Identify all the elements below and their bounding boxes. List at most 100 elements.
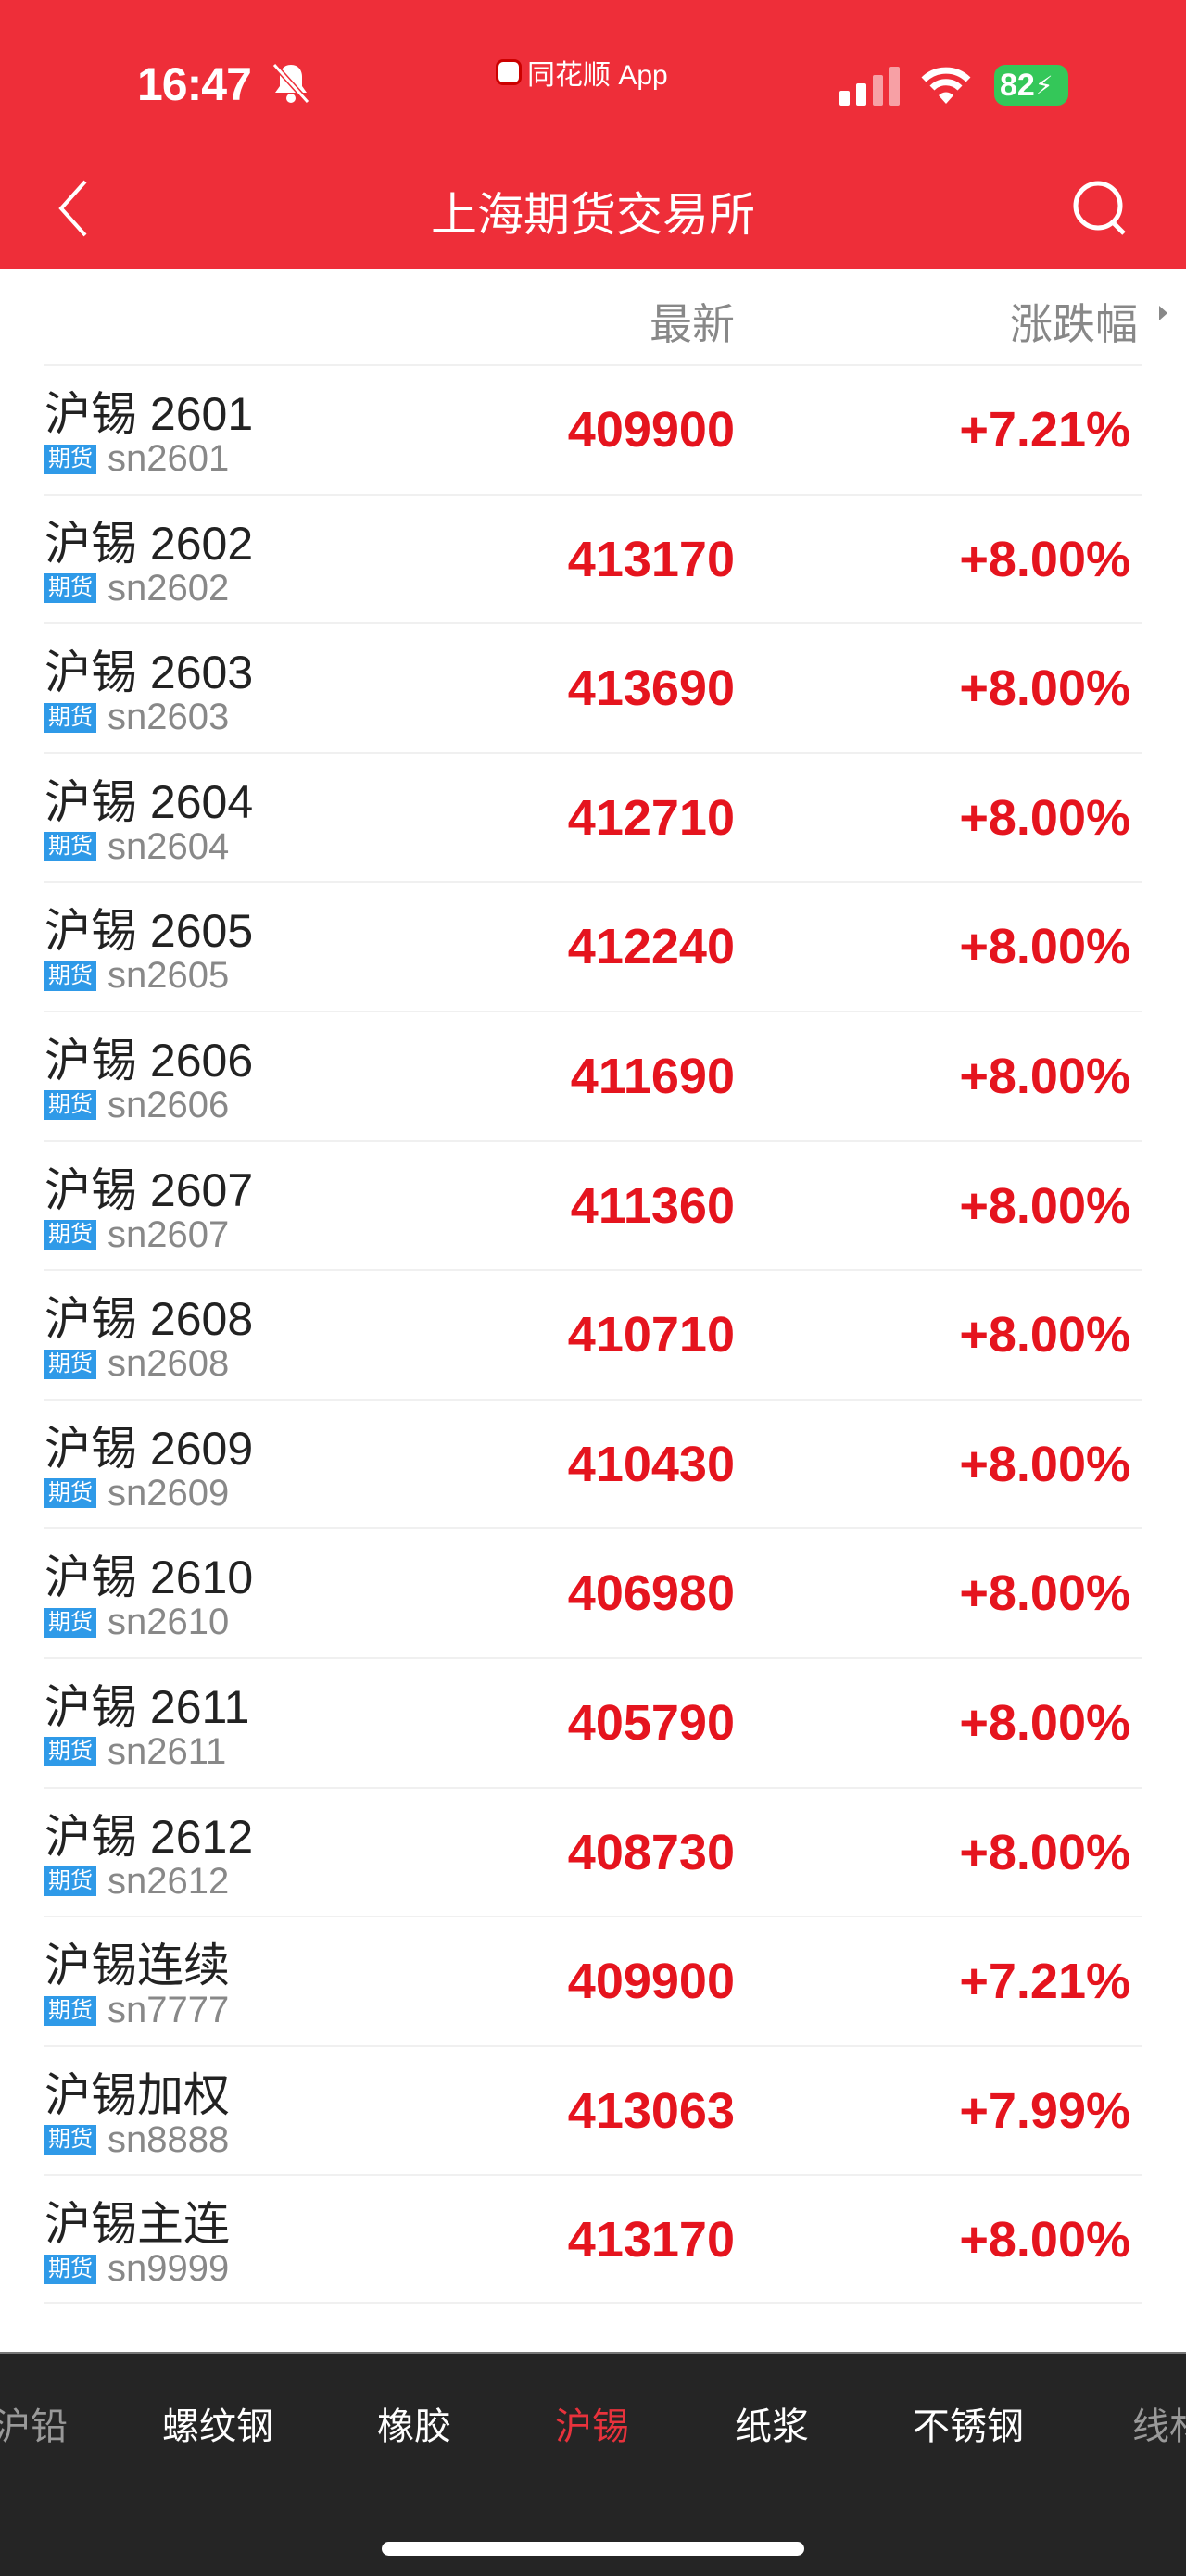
tab-item[interactable]: 线材 bbox=[1132, 2406, 1186, 2447]
table-row[interactable]: 沪锡 2606 期货 sn2606 411690 +8.00% bbox=[44, 1010, 1142, 1140]
contract-code: sn2606 bbox=[107, 1084, 230, 1125]
table-row[interactable]: 沪锡主连 期货 sn9999 413170 +8.00% bbox=[44, 2174, 1142, 2304]
futures-badge: 期货 bbox=[44, 1349, 96, 1379]
table-row[interactable]: 沪锡 2601 期货 sn2601 409900 +7.21% bbox=[44, 364, 1142, 494]
latest-price: 413063 bbox=[567, 2082, 735, 2139]
table-row[interactable]: 沪锡 2603 期货 sn2603 413690 +8.00% bbox=[44, 622, 1142, 752]
change-percent: +8.00% bbox=[959, 919, 1130, 975]
change-percent: +8.00% bbox=[959, 1307, 1130, 1363]
contract-sub: 期货 sn2602 bbox=[44, 568, 229, 609]
contract-code: sn2603 bbox=[107, 697, 230, 738]
home-indicator bbox=[382, 2542, 804, 2556]
change-percent: +8.00% bbox=[959, 1824, 1130, 1880]
latest-price: 412240 bbox=[567, 919, 735, 975]
table-row[interactable]: 沪锡 2608 期货 sn2608 410710 +8.00% bbox=[44, 1269, 1142, 1399]
table-row[interactable]: 沪锡 2605 期货 sn2605 412240 +8.00% bbox=[44, 881, 1142, 1011]
table-row[interactable]: 沪锡加权 期货 sn8888 413063 +7.99% bbox=[44, 2044, 1142, 2175]
contract-code: sn2605 bbox=[107, 955, 230, 997]
column-latest[interactable]: 最新 bbox=[650, 300, 735, 348]
contract-code: sn2602 bbox=[107, 567, 230, 609]
back-to-app[interactable]: 同花顺 App bbox=[496, 52, 668, 93]
futures-badge: 期货 bbox=[44, 444, 96, 474]
latest-price: 410430 bbox=[567, 1436, 735, 1492]
futures-badge: 期货 bbox=[44, 1478, 96, 1509]
column-change[interactable]: 涨跌幅 bbox=[1010, 300, 1138, 348]
contract-code: sn8888 bbox=[107, 2118, 230, 2160]
contract-name: 沪锡 2609 bbox=[44, 1422, 254, 1475]
contract-sub: 期货 sn2606 bbox=[44, 1085, 229, 1126]
change-percent: +8.00% bbox=[959, 1177, 1130, 1234]
contract-code: sn2607 bbox=[107, 1213, 230, 1255]
latest-price: 408730 bbox=[567, 1824, 735, 1880]
back-button[interactable] bbox=[56, 176, 93, 241]
latest-price: 413170 bbox=[567, 531, 735, 587]
change-percent: +7.21% bbox=[959, 1954, 1130, 2010]
tab-item[interactable]: 不锈钢 bbox=[913, 2406, 1024, 2447]
contract-name: 沪锡连续 bbox=[44, 1940, 230, 1992]
contract-sub: 期货 sn2611 bbox=[44, 1731, 226, 1773]
app-name: 同花顺 App bbox=[527, 60, 668, 91]
tab-item[interactable]: 螺纹钢 bbox=[162, 2406, 273, 2447]
contract-list: 沪锡 2601 期货 sn2601 409900 +7.21% 沪锡 2602 期货… bbox=[44, 364, 1142, 2304]
contract-name: 沪锡 2605 bbox=[44, 905, 254, 958]
signal-icon bbox=[839, 67, 900, 106]
change-percent: +8.00% bbox=[959, 1048, 1130, 1104]
contract-code: sn2608 bbox=[107, 1343, 230, 1385]
battery-indicator: 82 ⚡ bbox=[994, 65, 1068, 106]
table-row[interactable]: 沪锡 2602 期货 sn2602 413170 +8.00% bbox=[44, 493, 1142, 623]
table-row[interactable]: 沪锡 2612 期货 sn2612 408730 +8.00% bbox=[44, 1786, 1142, 1916]
change-percent: +8.00% bbox=[959, 531, 1130, 587]
change-percent: +8.00% bbox=[959, 789, 1130, 846]
contract-name: 沪锡 2604 bbox=[44, 775, 254, 828]
contract-sub: 期货 sn2601 bbox=[44, 438, 229, 480]
change-percent: +8.00% bbox=[959, 1565, 1130, 1622]
latest-price: 410710 bbox=[567, 1307, 735, 1363]
contract-sub: 期货 sn2605 bbox=[44, 955, 229, 997]
tab-item[interactable]: 沪铅 bbox=[0, 2406, 68, 2447]
contract-name: 沪锡 2607 bbox=[44, 1163, 254, 1216]
contract-name: 沪锡加权 bbox=[44, 2068, 230, 2121]
contract-sub: 期货 sn8888 bbox=[44, 2119, 229, 2161]
bell-slash-icon bbox=[271, 62, 310, 105]
latest-price: 411690 bbox=[570, 1048, 735, 1104]
change-percent: +7.21% bbox=[959, 402, 1130, 458]
contract-code: sn2611 bbox=[107, 1730, 227, 1772]
search-button[interactable] bbox=[1070, 176, 1129, 241]
caret-right-icon[interactable] bbox=[1159, 306, 1167, 320]
contract-name: 沪锡 2601 bbox=[44, 388, 254, 440]
contract-sub: 期货 sn2607 bbox=[44, 1214, 229, 1256]
tab-item[interactable]: 沪锡 bbox=[555, 2406, 629, 2447]
tab-item[interactable]: 纸浆 bbox=[735, 2406, 809, 2447]
change-percent: +7.99% bbox=[959, 2082, 1130, 2139]
latest-price: 406980 bbox=[567, 1565, 735, 1622]
latest-price: 412710 bbox=[567, 789, 735, 846]
futures-badge: 期货 bbox=[44, 573, 96, 604]
contract-name: 沪锡 2602 bbox=[44, 517, 254, 570]
table-row[interactable]: 沪锡 2611 期货 sn2611 405790 +8.00% bbox=[44, 1656, 1142, 1787]
table-row[interactable]: 沪锡 2610 期货 sn2610 406980 +8.00% bbox=[44, 1527, 1142, 1657]
table-row[interactable]: 沪锡 2609 期货 sn2609 410430 +8.00% bbox=[44, 1398, 1142, 1528]
futures-badge: 期货 bbox=[44, 702, 96, 733]
contract-name: 沪锡 2603 bbox=[44, 647, 254, 699]
latest-price: 405790 bbox=[567, 1694, 735, 1751]
latest-price: 411360 bbox=[570, 1177, 735, 1234]
futures-badge: 期货 bbox=[44, 1866, 96, 1897]
contract-name: 沪锡 2608 bbox=[44, 1293, 254, 1346]
contract-sub: 期货 sn2604 bbox=[44, 826, 229, 868]
change-percent: +8.00% bbox=[959, 1694, 1130, 1751]
table-row[interactable]: 沪锡连续 期货 sn7777 409900 +7.21% bbox=[44, 1916, 1142, 2045]
contract-name: 沪锡 2611 bbox=[44, 1680, 250, 1733]
futures-badge: 期货 bbox=[44, 2254, 96, 2284]
category-tab-bar[interactable]: 沪铅 螺纹钢 橡胶 沪锡 纸浆 不锈钢 线材 bbox=[0, 2352, 1186, 2576]
status-time: 16:47 bbox=[137, 58, 252, 110]
battery-level: 82 bbox=[1000, 67, 1035, 103]
table-row[interactable]: 沪锡 2607 期货 sn2607 411360 +8.00% bbox=[44, 1139, 1142, 1270]
latest-price: 413170 bbox=[567, 2212, 735, 2268]
contract-sub: 期货 sn2608 bbox=[44, 1343, 229, 1385]
futures-badge: 期货 bbox=[44, 1607, 96, 1638]
contract-name: 沪锡 2610 bbox=[44, 1552, 254, 1604]
table-row[interactable]: 沪锡 2604 期货 sn2604 412710 +8.00% bbox=[44, 751, 1142, 882]
contract-code: sn7777 bbox=[107, 1990, 230, 2031]
tab-item[interactable]: 橡胶 bbox=[377, 2406, 451, 2447]
futures-badge: 期货 bbox=[44, 1737, 96, 1767]
